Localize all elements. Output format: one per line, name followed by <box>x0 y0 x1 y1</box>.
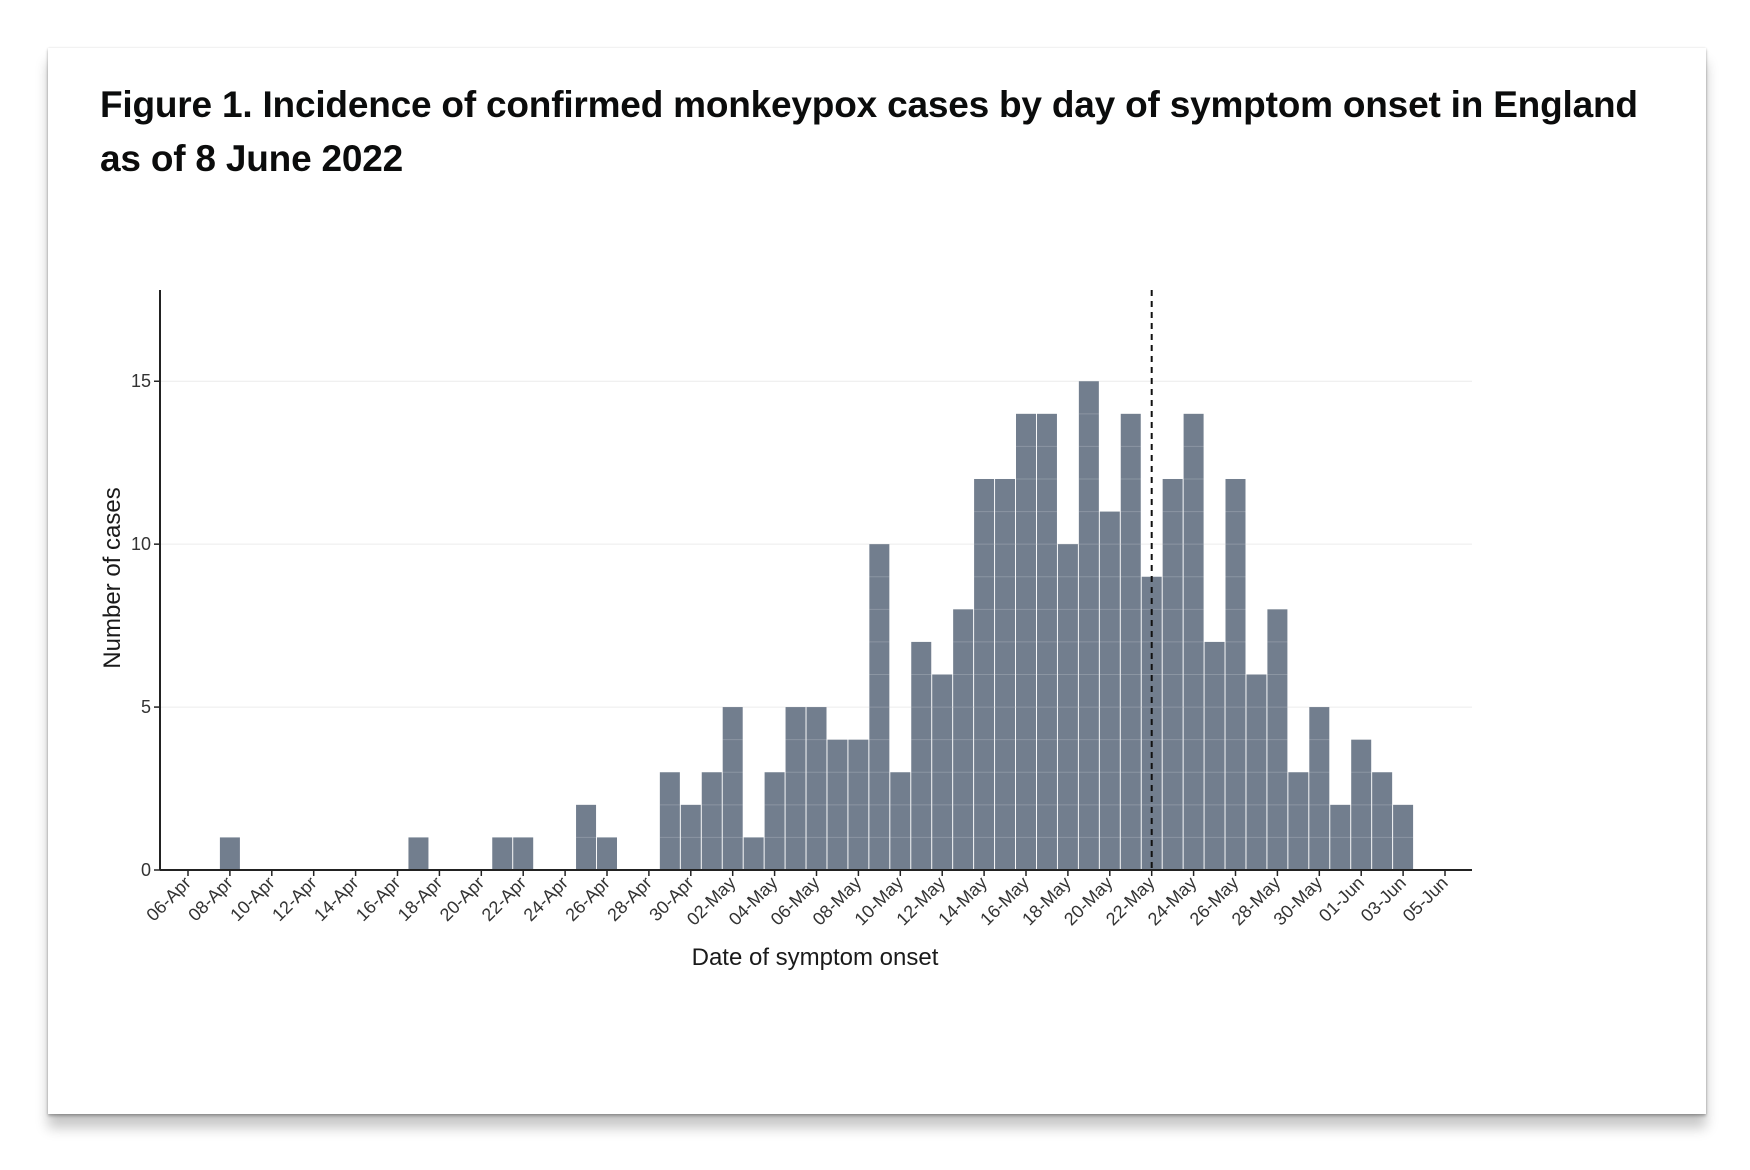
y-tick-label: 5 <box>141 697 151 717</box>
bar <box>1057 544 1078 870</box>
bar <box>576 804 597 870</box>
figure-title: Figure 1. Incidence of confirmed monkeyp… <box>100 84 1638 179</box>
y-tick-label: 10 <box>131 534 151 554</box>
bar <box>764 772 785 870</box>
x-tick-label: 03-Jun <box>1357 873 1410 926</box>
bar <box>492 837 513 870</box>
y-axis-title: Number of cases <box>99 487 126 668</box>
x-tick-label: 18-Apr <box>394 873 446 925</box>
bar <box>911 641 932 870</box>
bar <box>1016 413 1036 870</box>
bar <box>1162 478 1183 870</box>
bar <box>869 544 890 870</box>
bar <box>827 739 848 870</box>
bar <box>785 707 806 870</box>
bar <box>1267 609 1288 870</box>
bar <box>1372 772 1393 870</box>
bar <box>953 609 974 870</box>
y-tick-label: 0 <box>141 860 151 880</box>
bar <box>1351 739 1372 870</box>
bar <box>659 772 680 870</box>
bar <box>1120 413 1141 870</box>
bar <box>408 837 429 870</box>
bar <box>806 707 827 870</box>
x-tick-label: 06-Apr <box>142 873 194 925</box>
x-ticks: 06-Apr08-Apr10-Apr12-Apr14-Apr16-Apr18-A… <box>142 870 1452 929</box>
bar <box>1099 511 1120 870</box>
x-tick-label: 05-Jun <box>1399 873 1452 926</box>
bar <box>1246 674 1267 870</box>
bar <box>995 478 1016 870</box>
bar <box>1288 772 1309 870</box>
x-tick-label: 16-Apr <box>352 873 404 925</box>
x-tick-label: 14-Apr <box>310 873 362 925</box>
x-tick-label: 28-Apr <box>603 873 655 925</box>
bar <box>680 804 701 870</box>
figure-card: Figure 1. Incidence of confirmed monkeyp… <box>48 48 1706 1114</box>
bar <box>1183 413 1204 870</box>
x-tick-label: 08-Apr <box>184 873 236 925</box>
y-ticks: 0 5 10 15 <box>131 371 160 880</box>
bar <box>1078 381 1099 870</box>
x-tick-label: 20-Apr <box>436 873 488 925</box>
bar <box>597 837 617 870</box>
bar <box>974 478 995 870</box>
x-tick-label: 01-Jun <box>1315 873 1368 926</box>
x-tick-label: 22-Apr <box>478 873 530 925</box>
bar <box>722 707 743 870</box>
y-tick-label: 15 <box>131 371 151 391</box>
bar <box>513 837 534 870</box>
bar <box>701 772 722 870</box>
bar <box>743 837 764 870</box>
bar <box>1393 804 1414 870</box>
bars-layer <box>219 381 1414 870</box>
x-tick-label: 12-Apr <box>268 873 320 925</box>
x-tick-label: 24-Apr <box>520 873 572 925</box>
bar <box>1309 707 1330 870</box>
x-tick-label: 26-Apr <box>561 873 613 925</box>
bar <box>1204 641 1225 870</box>
bar <box>1036 413 1057 870</box>
x-axis-title: Date of symptom onset <box>692 944 939 971</box>
bar <box>848 739 869 870</box>
bar <box>1330 804 1351 870</box>
bar <box>219 837 240 870</box>
x-tick-label: 10-Apr <box>226 873 278 925</box>
bar <box>890 772 911 870</box>
bar-chart: 0 5 10 15 06-Apr08-Apr10-Apr12-Apr14-Apr16-… <box>99 290 1472 971</box>
bar <box>1225 478 1246 870</box>
bar <box>932 674 953 870</box>
